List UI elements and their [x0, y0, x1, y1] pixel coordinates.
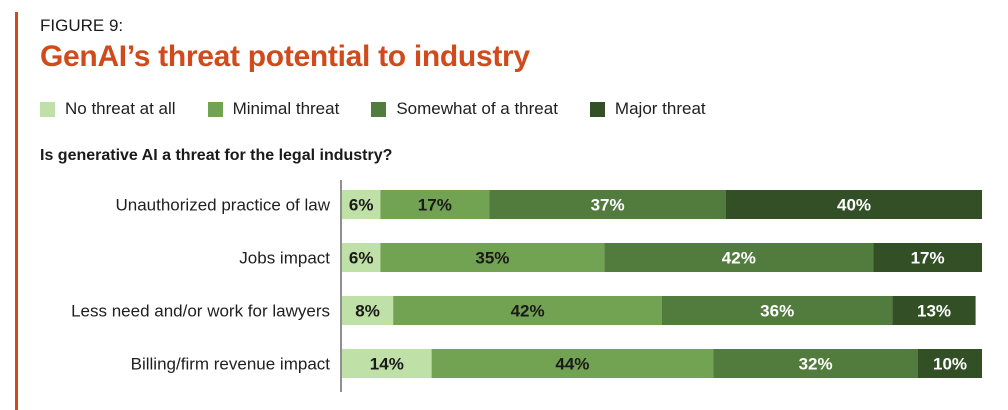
stacked-bar-chart: Unauthorized practice of law 6% 17% 37% 40% J…: [71, 180, 982, 392]
data-label: 40%: [837, 196, 871, 215]
data-label: 44%: [555, 355, 589, 374]
accent-rule: [15, 12, 18, 410]
category-label: Billing/firm revenue impact: [131, 355, 331, 374]
chart-title: GenAI’s threat potential to industry: [40, 40, 530, 73]
data-label: 17%: [418, 196, 452, 215]
data-label: 42%: [722, 249, 756, 268]
category-label: Unauthorized practice of law: [115, 196, 330, 215]
data-label: 8%: [355, 302, 380, 321]
legend-item-minimal: Minimal threat: [207, 99, 340, 119]
legend-swatch-major: [589, 101, 605, 117]
data-label: 14%: [370, 355, 404, 374]
category-label: Less need and/or work for lawyers: [71, 302, 330, 321]
data-label: 36%: [760, 302, 794, 321]
data-label: 42%: [511, 302, 545, 321]
data-label: 13%: [917, 302, 951, 321]
bar-segment: [726, 190, 982, 219]
legend-item-major: Major threat: [589, 99, 706, 119]
bar-segment: [342, 190, 381, 219]
legend: No threat at all Minimal threat Somewhat…: [40, 98, 738, 120]
legend-item-no-threat: No threat at all: [40, 99, 176, 119]
bar-segment: [431, 349, 714, 378]
legend-label-minimal: Minimal threat: [232, 99, 340, 118]
legend-label-somewhat: Somewhat of a threat: [396, 99, 558, 118]
data-label: 32%: [799, 355, 833, 374]
legend-label-no-threat: No threat at all: [65, 99, 176, 118]
bar-segment: [342, 243, 381, 272]
bar-segment: [380, 243, 605, 272]
bar-segment: [489, 190, 726, 219]
data-label: 6%: [349, 249, 374, 268]
bar-segment: [713, 349, 918, 378]
legend-label-major: Major threat: [614, 99, 706, 118]
bar-segment: [662, 296, 893, 325]
data-label: 37%: [591, 196, 625, 215]
data-label: 17%: [911, 249, 945, 268]
bar-segment: [918, 349, 982, 378]
bar-segment: [393, 296, 662, 325]
data-label: 35%: [475, 249, 509, 268]
bar-segment: [342, 349, 432, 378]
bar-segment: [604, 243, 874, 272]
legend-swatch-somewhat: [371, 101, 387, 117]
legend-swatch-no-threat: [40, 101, 55, 117]
bar-segment: [873, 243, 982, 272]
legend-item-somewhat: Somewhat of a threat: [371, 99, 558, 119]
data-label: 10%: [933, 355, 967, 374]
bar-segment: [892, 296, 976, 325]
data-label: 6%: [349, 196, 374, 215]
bar-segment: [380, 190, 490, 219]
chart-question: Is generative AI a threat for the legal …: [40, 147, 393, 164]
bar-segment: [342, 296, 394, 325]
category-label: Jobs impact: [239, 249, 330, 268]
legend-swatch-minimal: [207, 101, 223, 117]
figure-label: FIGURE 9:: [40, 16, 124, 35]
